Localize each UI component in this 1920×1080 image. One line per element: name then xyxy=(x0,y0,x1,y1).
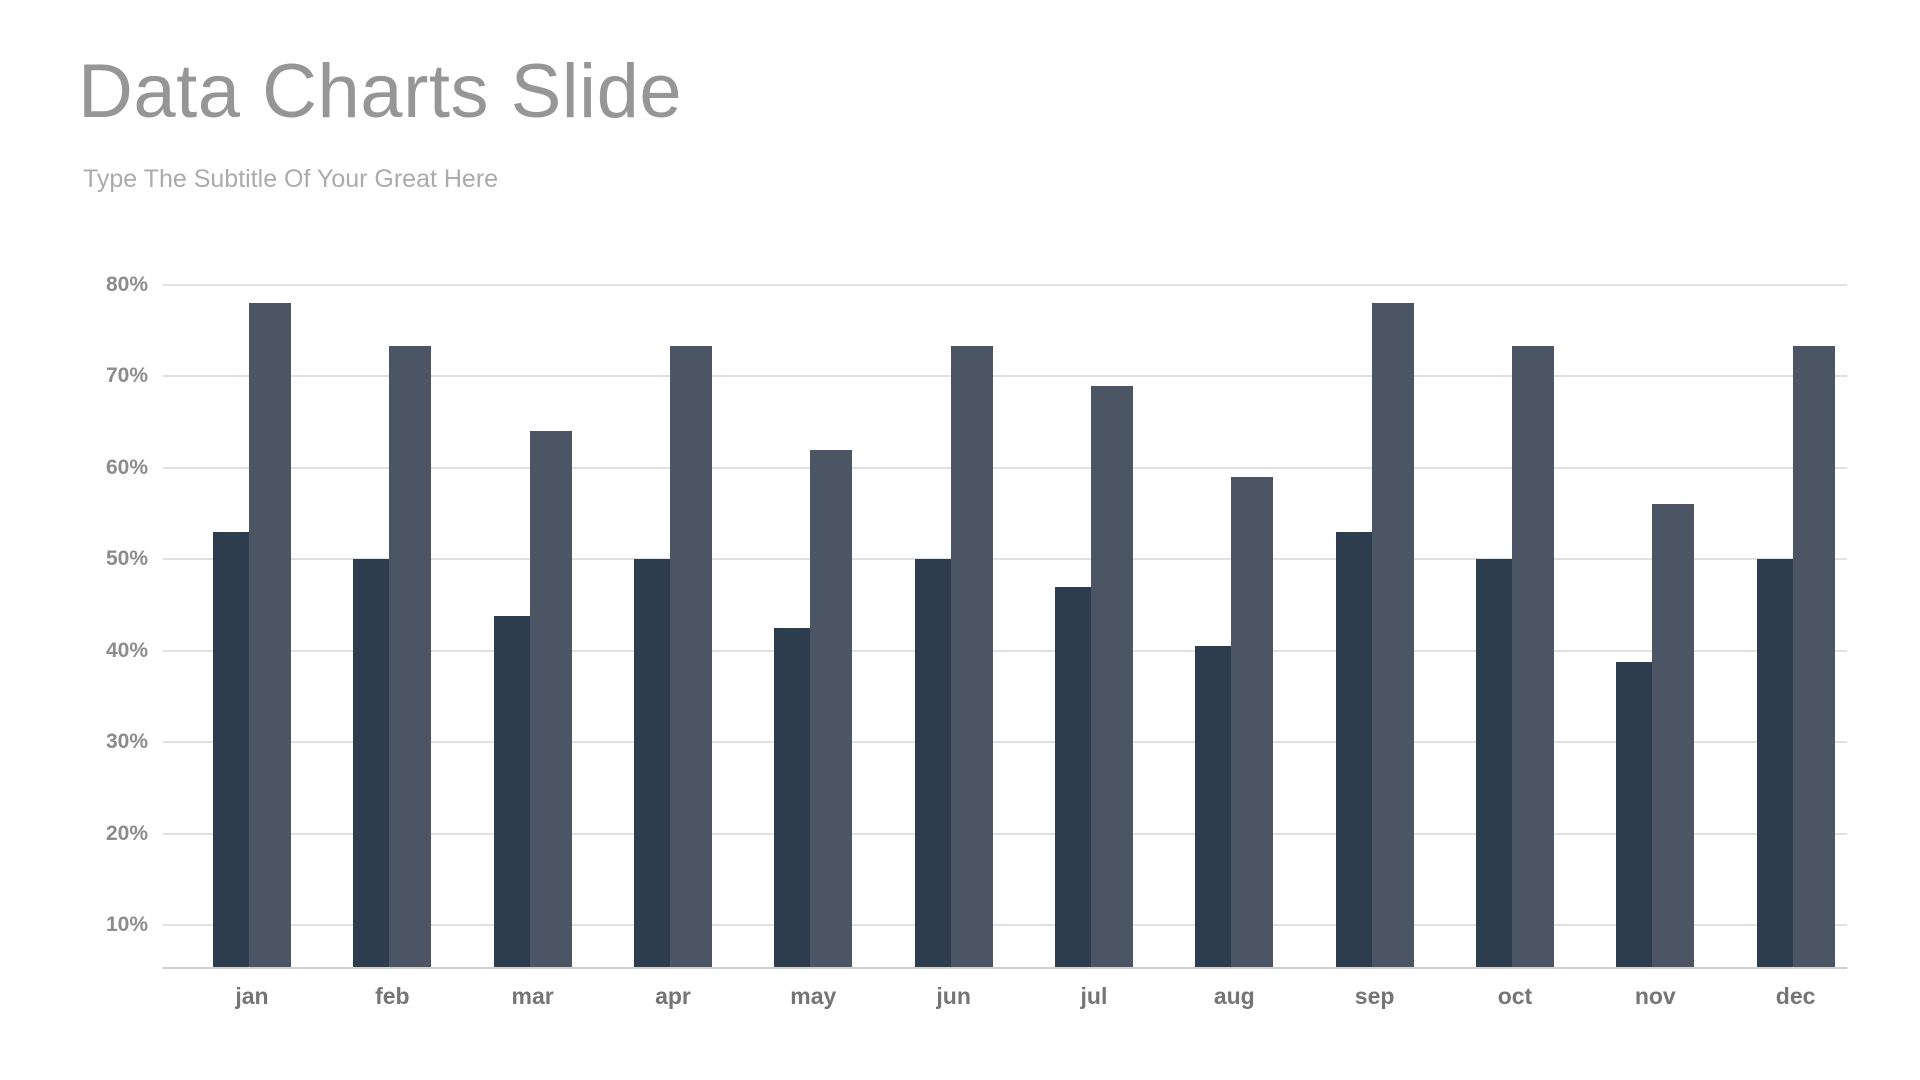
gridline-10% xyxy=(163,923,1847,926)
bar-group-dec: dec xyxy=(1707,285,1847,1009)
bar-dec-series-1 xyxy=(1756,559,1799,967)
bar-group-mar: mar xyxy=(444,285,584,1009)
y-tick-label-60%: 60% xyxy=(105,455,148,479)
page-subtitle: Type The Subtitle Of Your Great Here xyxy=(83,165,499,193)
bar-oct-series-2 xyxy=(1511,346,1554,967)
bar-group-oct: oct xyxy=(1426,285,1566,1009)
bar-jun-series-1 xyxy=(914,559,957,967)
bar-group-jun: jun xyxy=(865,285,1005,1009)
bar-aug-series-2 xyxy=(1231,477,1274,967)
bar-dec-series-2 xyxy=(1792,346,1835,967)
gridline-50% xyxy=(163,558,1847,561)
x-axis-label-mar: mar xyxy=(511,983,554,1009)
bar-pair-may xyxy=(774,449,853,967)
bar-feb-series-2 xyxy=(389,346,432,967)
x-axis-label-sep: sep xyxy=(1354,983,1395,1009)
bar-nov-series-2 xyxy=(1652,504,1695,967)
gridline-40% xyxy=(163,649,1847,652)
gridline-20% xyxy=(163,832,1847,835)
bar-group-apr: apr xyxy=(584,285,724,1009)
x-axis-label-apr: apr xyxy=(655,983,691,1009)
bar-pair-feb xyxy=(353,346,432,967)
bar-nov-series-1 xyxy=(1616,661,1659,967)
bar-pair-nov xyxy=(1616,504,1695,967)
x-axis-label-oct: oct xyxy=(1497,983,1533,1009)
y-axis-tick-labels: 10% 20% 30% 40% 50% 60% 70% 80% xyxy=(0,273,148,967)
x-axis-label-feb: feb xyxy=(375,983,410,1009)
bar-pair-apr xyxy=(633,346,712,967)
bar-sep-series-1 xyxy=(1335,531,1378,967)
bar-group-sep: sep xyxy=(1286,285,1426,1009)
x-axis-line xyxy=(163,967,1847,969)
bar-group-nov: nov xyxy=(1566,285,1706,1009)
bar-aug-series-1 xyxy=(1195,646,1238,967)
x-axis-label-jan: jan xyxy=(235,983,269,1009)
bar-jul-series-2 xyxy=(1090,385,1133,967)
page-title: Data Charts Slide xyxy=(78,49,683,134)
x-axis-label-jul: jul xyxy=(1080,983,1108,1009)
bar-may-series-2 xyxy=(810,449,853,967)
y-tick-label-30%: 30% xyxy=(105,730,148,754)
y-tick-label-80%: 80% xyxy=(105,273,148,296)
bar-mar-series-1 xyxy=(493,615,536,967)
bar-group-feb: feb xyxy=(303,285,443,1009)
bar-jan-series-1 xyxy=(213,531,255,967)
x-axis-label-aug: aug xyxy=(1213,983,1255,1009)
bar-pair-dec xyxy=(1756,346,1835,967)
bar-feb-series-1 xyxy=(353,559,396,967)
gridline-30% xyxy=(163,741,1847,744)
x-axis-label-jun: jun xyxy=(936,983,971,1009)
bar-pair-jun xyxy=(914,346,993,967)
x-axis-label-dec: dec xyxy=(1775,983,1816,1009)
bar-may-series-1 xyxy=(774,627,817,967)
bar-pair-jul xyxy=(1054,385,1133,967)
gridline-80% xyxy=(163,284,1847,286)
bar-pair-aug xyxy=(1195,477,1274,967)
bar-pair-sep xyxy=(1335,303,1414,967)
y-tick-label-40%: 40% xyxy=(105,638,148,662)
bar-group-jan: jan xyxy=(163,285,303,1009)
x-axis-label-nov: nov xyxy=(1634,983,1676,1009)
gridline-60% xyxy=(163,466,1847,469)
bar-group-aug: aug xyxy=(1145,285,1285,1009)
bar-apr-series-1 xyxy=(633,559,676,967)
bar-jul-series-1 xyxy=(1054,586,1097,967)
bar-group-may: may xyxy=(724,285,864,1009)
y-tick-label-20%: 20% xyxy=(105,821,148,845)
bar-group-jul: jul xyxy=(1005,285,1145,1009)
bar-oct-series-1 xyxy=(1475,559,1518,967)
y-tick-label-70%: 70% xyxy=(105,364,148,388)
bar-pair-jan xyxy=(213,303,291,967)
bar-jun-series-2 xyxy=(950,346,993,967)
gridline-70% xyxy=(163,375,1847,378)
bar-sep-series-2 xyxy=(1371,303,1414,967)
x-axis-label-may: may xyxy=(790,983,837,1009)
y-tick-label-50%: 50% xyxy=(105,547,148,571)
bar-mar-series-2 xyxy=(529,431,572,967)
bar-groups: jan feb mar apr may jun jul aug sep oct nov dec xyxy=(163,285,1847,1009)
bar-jan-series-2 xyxy=(249,303,291,967)
bar-chart-plot-area: jan feb mar apr may jun jul aug sep oct nov dec xyxy=(163,284,1847,1009)
bar-pair-mar xyxy=(493,431,572,967)
bar-apr-series-2 xyxy=(669,346,712,967)
y-tick-label-10%: 10% xyxy=(105,912,148,936)
bar-pair-oct xyxy=(1475,346,1554,967)
